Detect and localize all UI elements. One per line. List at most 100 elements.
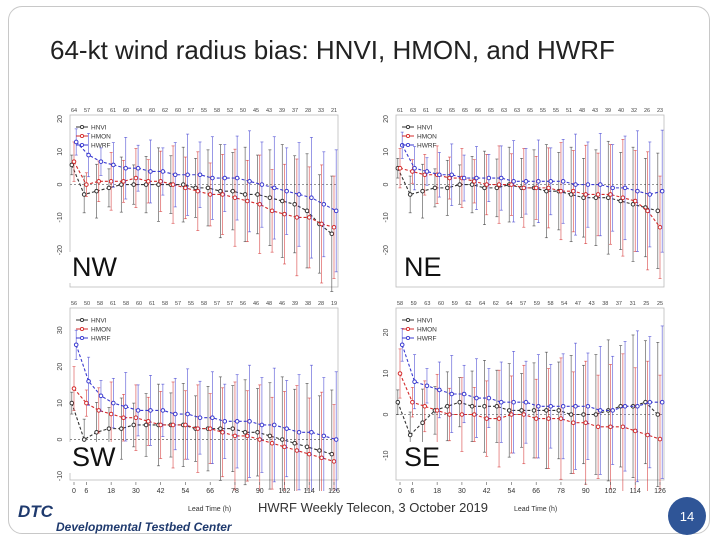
top-count-label: 58 [397,301,403,307]
series-point-hnvi [544,408,549,413]
series-point-hwrf [271,422,277,428]
top-count-label: 28 [318,301,324,307]
label-nw: NW [68,252,121,283]
series-point-hnvi [242,192,248,197]
top-count-label: 39 [292,301,298,307]
series-point-hnvi [593,195,599,201]
series-point-hwrf [635,188,640,194]
series-point-hmon [620,424,626,430]
series-line-hmon [399,167,661,228]
series-point-hmon [509,182,514,187]
series-point-hwrf [86,378,91,384]
series-point-hnvi [593,412,599,417]
series-point-hwrf [210,175,215,181]
series-point-hnvi [407,432,413,438]
series-point-hwrf [486,395,492,401]
top-count-label: 63 [410,108,416,114]
series-point-hwrf [197,415,203,420]
footer-text: HWRF Weekly Telecon, 3 October 2019 [258,500,489,515]
series-point-hmon [158,422,163,428]
top-count-label: 59 [452,301,458,307]
series-point-hmon [546,185,551,191]
series-point-hmon [96,179,102,184]
legend-marker [79,142,85,148]
series-point-hmon [645,208,650,214]
series-point-hwrf [333,437,339,442]
series-point-hwrf [585,182,591,187]
top-count-label: 61 [110,108,116,114]
series-point-hnvi [69,162,75,168]
series-point-hwrf [98,159,104,164]
series-point-hnvi [618,198,623,204]
series-point-hnvi [267,433,273,439]
series-point-hwrf [498,399,504,405]
x-tick-label: 54 [182,488,190,495]
top-count-label: 57 [175,301,181,307]
y-tick-label: -20 [57,245,64,255]
series-point-hwrf [160,408,166,413]
label-sw: SW [68,442,120,473]
y-tick-label: -10 [383,212,390,222]
series-point-hwrf [536,404,541,409]
series-point-hwrf [321,201,327,207]
series-point-hmon [269,440,275,446]
series-point-hmon [282,444,287,450]
top-count-label: 66 [475,108,481,114]
series-point-hmon [410,399,415,405]
series-point-hmon [645,432,650,438]
top-count-label: 65 [488,108,494,114]
series-point-hwrf [635,404,640,409]
series-point-hmon [447,412,452,417]
top-count-label: 54 [561,301,567,307]
series-point-hwrf [247,419,252,424]
logo-name: Developmental Testbed Center [56,520,232,534]
series-point-hwrf [234,175,240,181]
series-point-hmon [471,412,477,417]
series-point-hwrf [123,404,129,410]
series-point-hnvi [81,437,87,442]
series-point-hwrf [247,179,252,184]
series-line-hmon [73,388,335,462]
series-point-hwrf [597,182,603,187]
series-point-hmon [410,169,415,174]
series-point-hmon [294,215,300,220]
series-point-hmon [331,224,337,230]
top-count-label: 60 [175,108,181,114]
top-count-label: 61 [397,108,403,114]
series-line-hmon [73,161,335,228]
series-point-hwrf [622,404,628,409]
y-tick-label: 10 [57,148,64,156]
x-tick-label: 54 [508,488,516,495]
x-tick-label: 6 [410,488,414,495]
top-count-label: 38 [602,301,608,307]
series-point-hwrf [449,391,455,397]
series-point-hwrf [511,399,516,405]
series-point-hwrf [296,429,302,435]
series-point-hwrf [474,175,479,181]
series-point-hmon [232,195,238,201]
top-count-label: 56 [71,301,77,307]
series-point-hnvi [81,192,87,197]
top-count-label: 60 [149,108,155,114]
series-point-hmon [71,159,77,164]
series-point-hmon [657,224,663,230]
series-point-hmon [71,386,77,391]
y-tick-label: 20 [383,329,390,337]
series-point-hnvi [432,185,438,191]
legend-label: HMON [417,327,437,334]
series-point-hnvi [407,192,413,197]
top-count-label: 64 [71,108,77,114]
legend-marker [79,124,85,130]
top-count-label: 21 [331,108,337,114]
series-point-hnvi [568,412,574,417]
top-count-label: 60 [123,108,129,114]
series-point-hnvi [329,451,335,457]
top-count-label: 64 [479,301,485,307]
series-point-hwrf [160,169,166,174]
series-point-hmon [319,221,324,227]
series-point-hwrf [148,408,153,413]
top-count-label: 25 [657,301,663,307]
series-point-hmon [220,429,225,435]
x-tick-label: 114 [630,488,641,495]
top-count-label: 56 [240,301,246,307]
